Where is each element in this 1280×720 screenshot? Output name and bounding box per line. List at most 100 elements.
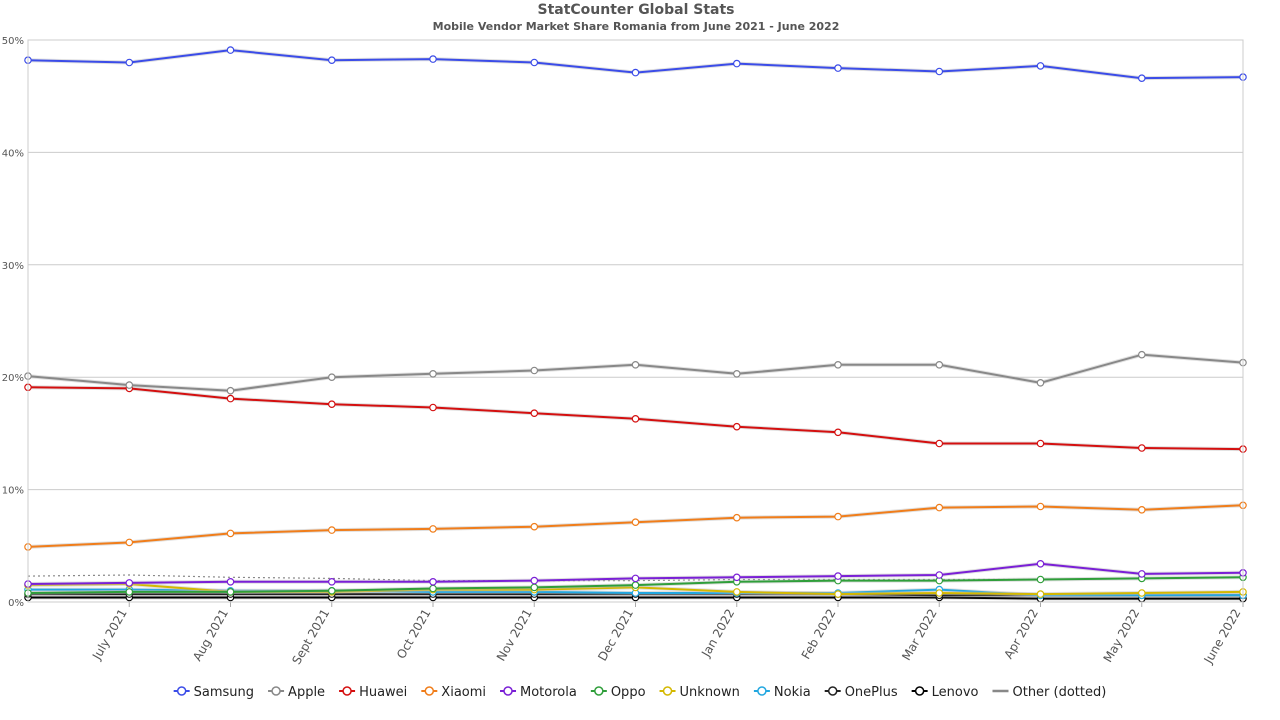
x-tick-label: Feb 2022 [799, 607, 839, 662]
legend-item-apple: Apple [268, 685, 325, 700]
legend-item-oppo: Oppo [590, 685, 646, 700]
data-point [935, 503, 944, 512]
data-point [732, 573, 741, 582]
legend: Samsung Apple Huawei Xiaomi Motorola Oppo Unkn… [173, 685, 1106, 700]
data-point [631, 574, 640, 583]
legend-marker [594, 686, 604, 696]
data-point [429, 525, 437, 533]
legend-item-unknown: Unknown [659, 685, 740, 700]
data-point [327, 373, 336, 382]
y-tick-label: 20% [2, 373, 24, 384]
data-point [429, 577, 437, 586]
legend-marker [662, 686, 673, 696]
data-point [834, 590, 842, 598]
legend-item-oneplus: OnePlus [824, 685, 898, 700]
series-samsung [24, 46, 1247, 83]
data-point [226, 394, 235, 403]
series-line [27, 504, 1244, 548]
legend-label: Motorola [520, 685, 577, 700]
y-tick-label: 50% [2, 36, 24, 47]
chart-title: StatCounter Global Stats [537, 2, 734, 18]
legend-item-nokia: Nokia [753, 685, 811, 700]
y-tick-label: 40% [2, 148, 24, 159]
series-xiaomi [24, 501, 1247, 551]
series-line-shadow [27, 352, 1244, 393]
legend-marker [757, 686, 767, 696]
data-point [631, 68, 640, 77]
data-point [429, 584, 437, 593]
legend-label: Apple [288, 685, 325, 700]
data-point [226, 588, 235, 596]
x-tick-label: Aug 2021 [190, 607, 231, 664]
data-point [125, 381, 134, 389]
data-point [429, 369, 437, 378]
legend-marker [503, 686, 513, 696]
series-apple [24, 350, 1247, 395]
legend-item-huawei: Huawei [339, 685, 407, 700]
legend-marker [424, 686, 435, 696]
data-point [732, 513, 741, 522]
legend-marker [827, 686, 838, 696]
series-group [24, 46, 1247, 603]
x-tick-label: Nov 2021 [494, 607, 535, 664]
legend-label: Nokia [774, 685, 811, 700]
data-point [226, 529, 235, 538]
data-point [327, 526, 336, 534]
data-point [530, 58, 539, 67]
data-point [834, 428, 842, 437]
x-axis-ticks: July 2021 Aug 2021 Sept 2021 Oct 2021 Nov 20… [89, 602, 1244, 667]
data-point [631, 360, 640, 369]
series-motorola [24, 559, 1247, 588]
data-point [834, 64, 842, 72]
data-point [125, 538, 134, 547]
data-point [1036, 502, 1045, 511]
data-point [1138, 570, 1146, 578]
grid-lines [28, 39, 1243, 603]
data-point [935, 439, 944, 448]
x-tick-label: July 2021 [89, 607, 130, 663]
data-point [530, 409, 539, 418]
data-point [935, 571, 944, 579]
y-tick-label: 10% [2, 486, 24, 497]
legend-label: Unknown [680, 685, 740, 700]
legend-label: Xiaomi [441, 685, 486, 700]
data-point [125, 588, 134, 596]
data-point [631, 518, 640, 527]
data-point [327, 56, 336, 65]
data-point [226, 577, 235, 586]
x-tick-label: Mar 2022 [899, 607, 940, 663]
series-huawei [24, 383, 1247, 453]
data-point [530, 366, 539, 375]
data-point [1138, 505, 1146, 514]
data-point [226, 46, 235, 54]
data-point [1036, 575, 1045, 584]
chart-subtitle: Mobile Vendor Market Share Romania from … [433, 20, 840, 33]
legend-item-xiaomi: Xiaomi [421, 685, 486, 700]
data-point [732, 422, 741, 431]
legend-label: Lenovo [932, 685, 979, 700]
data-point [1138, 444, 1146, 452]
legend-item-motorola: Motorola [500, 685, 577, 700]
data-point [732, 588, 741, 596]
legend-label: OnePlus [845, 685, 898, 700]
x-tick-label: June 2022 [1201, 607, 1244, 667]
data-point [1036, 439, 1045, 448]
data-point [834, 360, 842, 369]
data-point [935, 589, 944, 597]
data-point [631, 414, 640, 423]
legend-item-samsung: Samsung [173, 685, 254, 700]
x-tick-label: Oct 2021 [394, 607, 434, 662]
data-point [834, 572, 842, 580]
data-point [1036, 378, 1045, 387]
x-tick-label: Jan 2022 [698, 607, 737, 661]
y-axis-ticks: 0% 10% 20% 30% 40% 50% [2, 36, 24, 609]
data-point [530, 522, 539, 531]
y-tick-label: 0% [8, 598, 24, 609]
legend-marker [342, 686, 352, 696]
data-point [935, 67, 944, 76]
legend-marker [271, 686, 281, 696]
data-point [327, 577, 336, 586]
data-point [834, 512, 842, 521]
